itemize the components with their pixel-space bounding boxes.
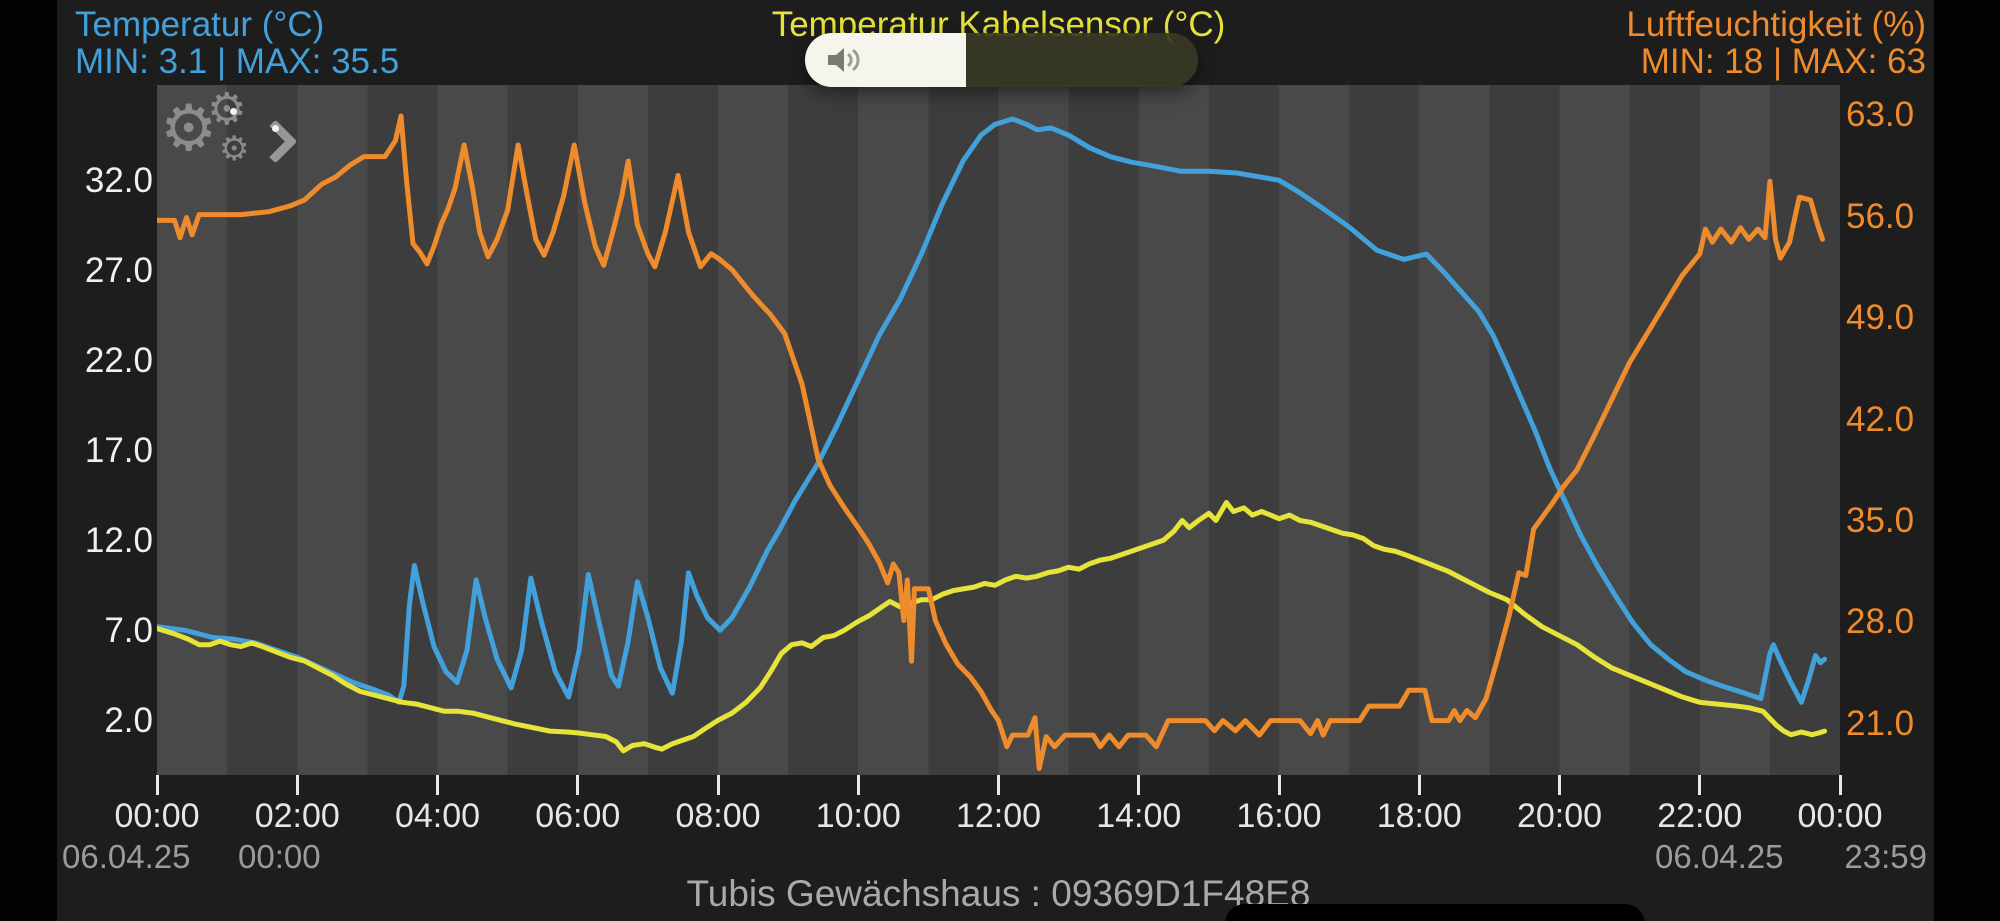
home-indicator-area [1225, 904, 1645, 921]
x-tick-label: 10:00 [815, 797, 901, 835]
x-tick-label: 14:00 [1096, 797, 1182, 835]
x-tick-mark [1137, 775, 1141, 795]
axis-tick-label: 21.0 [1846, 703, 1915, 743]
axis-tick-label: 42.0 [1846, 399, 1915, 439]
axis-tick-label: 27.0 [84, 251, 153, 291]
x-tick-mark [436, 775, 439, 795]
chart-plot-area[interactable] [157, 85, 1840, 775]
humidity-minmax: MIN: 18 | MAX: 63 [1640, 42, 1926, 81]
x-tick-label: 00:00 [114, 797, 200, 835]
x-tick-label: 04:00 [394, 797, 481, 835]
humidity-header: Luftfeuchtigkeit (%) MIN: 18 | MAX: 63 [1626, 6, 1926, 80]
x-tick-label: 06:00 [535, 797, 621, 835]
axis-tick-label: 2.0 [104, 701, 153, 741]
x-tick-mark [155, 775, 159, 795]
axis-tick-label: 63.0 [1846, 95, 1915, 135]
x-tick-label: 18:00 [1376, 797, 1462, 835]
axis-tick-label: 7.0 [104, 611, 153, 651]
axis-tick-label: 28.0 [1846, 602, 1915, 642]
x-tick-mark [1277, 775, 1281, 795]
axis-tick-label: 17.0 [84, 431, 153, 471]
axis-tick-label: 12.0 [84, 521, 153, 561]
gear-small-icon: ⚙ [207, 84, 247, 135]
x-tick-mark [856, 775, 860, 795]
axis-tick-label: 35.0 [1846, 500, 1915, 540]
settings-gears-button[interactable]: ⚙ [160, 92, 218, 166]
temperature-title: Temperatur (°C) [75, 5, 325, 44]
gear-mini-icon: ⚙ [219, 129, 250, 169]
x-tick-mark [1698, 775, 1702, 795]
x-tick-mark [295, 775, 299, 795]
marker-dot [272, 125, 279, 132]
start-date-label: 06.04.25 [62, 838, 191, 875]
x-tick-mark [1838, 775, 1842, 795]
axis-tick-label: 22.0 [84, 341, 153, 381]
x-tick-label: 16:00 [1236, 797, 1322, 835]
series-left-line [157, 500, 1828, 754]
volume-hud [805, 33, 1198, 87]
chart-series-canvas [157, 113, 1828, 771]
x-tick-mark [576, 775, 580, 795]
left-edge-bar [0, 0, 57, 921]
end-date-label: 06.04.25 [1655, 838, 1784, 875]
x-tick-label: 08:00 [675, 797, 761, 835]
x-tick-label: 00:00 [1797, 797, 1883, 835]
series-right-line [157, 113, 1825, 771]
x-tick-label: 12:00 [955, 797, 1042, 835]
x-tick-mark [716, 775, 720, 795]
humidity-title: Luftfeuchtigkeit (%) [1626, 5, 1926, 44]
marker-dot [230, 108, 237, 115]
temperature-header: Temperatur (°C) MIN: 3.1 | MAX: 35.5 [75, 6, 399, 80]
x-tick-mark [1417, 775, 1421, 795]
start-time-label: 00:00 [238, 838, 321, 875]
x-tick-mark [1558, 775, 1561, 795]
x-tick-mark [997, 775, 1000, 795]
x-tick-label: 20:00 [1516, 797, 1603, 835]
temperature-minmax: MIN: 3.1 | MAX: 35.5 [75, 42, 400, 81]
right-edge-bar [1934, 0, 2000, 921]
x-tick-label: 22:00 [1657, 797, 1743, 835]
end-time-label: 23:59 [1844, 838, 1927, 875]
axis-tick-label: 32.0 [84, 161, 153, 201]
axis-tick-label: 56.0 [1846, 196, 1915, 236]
axis-tick-label: 49.0 [1846, 298, 1915, 337]
series-left-line [157, 116, 1828, 705]
speaker-sound-icon [827, 46, 867, 74]
x-tick-label: 02:00 [254, 797, 340, 835]
device-name-label: Tubis Gewächshaus : 09369D1F48E8 [686, 873, 1311, 914]
